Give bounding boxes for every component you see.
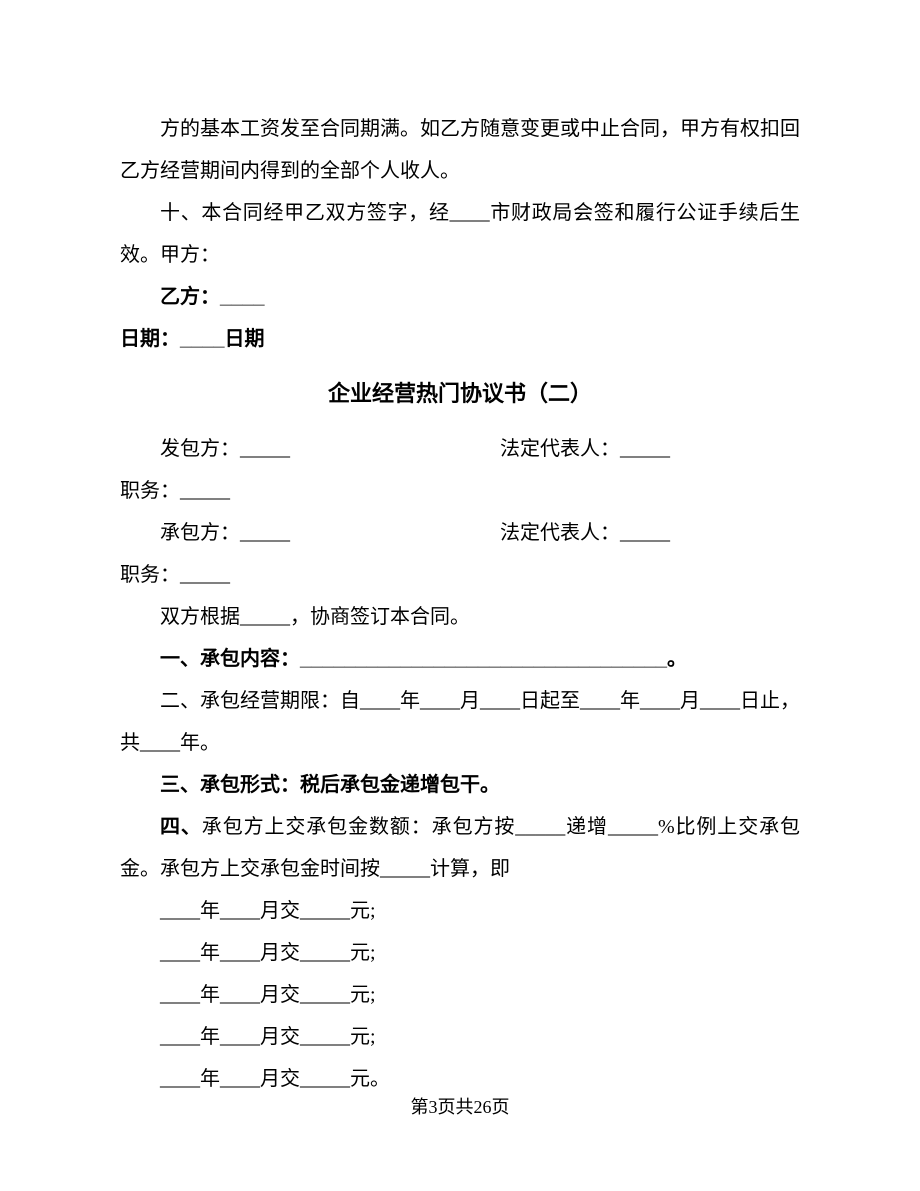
payment-line-1: ____年____月交_____元; (120, 890, 800, 932)
position-a: 职务：_____ (120, 470, 800, 512)
paragraph-basis: 双方根据_____，协商签订本合同。 (120, 596, 800, 638)
section-title: 企业经营热门协议书（二） (120, 372, 800, 416)
contractor-b-label: 承包方：_____ (120, 512, 460, 554)
clause-4-text: 承包方上交承包金数额：承包方按_____递增_____%比例上交承包金。承包方上… (120, 816, 800, 880)
row-contractor-b: 承包方：_____ 法定代表人：_____ (120, 512, 800, 554)
paragraph-1: 方的基本工资发至合同期满。如乙方随意变更或中止合同，甲方有权扣回乙方经营期间内得… (120, 108, 800, 192)
legal-rep-a-label: 法定代表人：_____ (460, 428, 800, 470)
payment-line-3: ____年____月交_____元; (120, 974, 800, 1016)
clause-2-period: 二、承包经营期限：自____年____月____日起至____年____月___… (120, 680, 800, 764)
page-container: 方的基本工资发至合同期满。如乙方随意变更或中止合同，甲方有权扣回乙方经营期间内得… (0, 0, 920, 1191)
paragraph-2: 十、本合同经甲乙双方签字，经____市财政局会签和履行公证手续后生效。甲方： (120, 192, 800, 276)
clause-4-number: 四、 (160, 816, 202, 838)
page-footer: 第3页共26页 (0, 1093, 920, 1119)
contractor-a-label: 发包方：_____ (120, 428, 460, 470)
clause-1-content: 一、承包内容：_________________________________… (120, 638, 800, 680)
payment-line-4: ____年____月交_____元; (120, 1016, 800, 1058)
paragraph-3-party-b: 乙方：____ (120, 276, 800, 318)
clause-4-amount: 四、承包方上交承包金数额：承包方按_____递增_____%比例上交承包金。承包… (120, 806, 800, 890)
clause-3-form: 三、承包形式：税后承包金递增包干。 (120, 764, 800, 806)
paragraph-4-date: 日期：____日期 (120, 318, 800, 360)
row-contractor-a: 发包方：_____ 法定代表人：_____ (120, 428, 800, 470)
legal-rep-b-label: 法定代表人：_____ (460, 512, 800, 554)
position-b: 职务：_____ (120, 554, 800, 596)
payment-line-2: ____年____月交_____元; (120, 932, 800, 974)
